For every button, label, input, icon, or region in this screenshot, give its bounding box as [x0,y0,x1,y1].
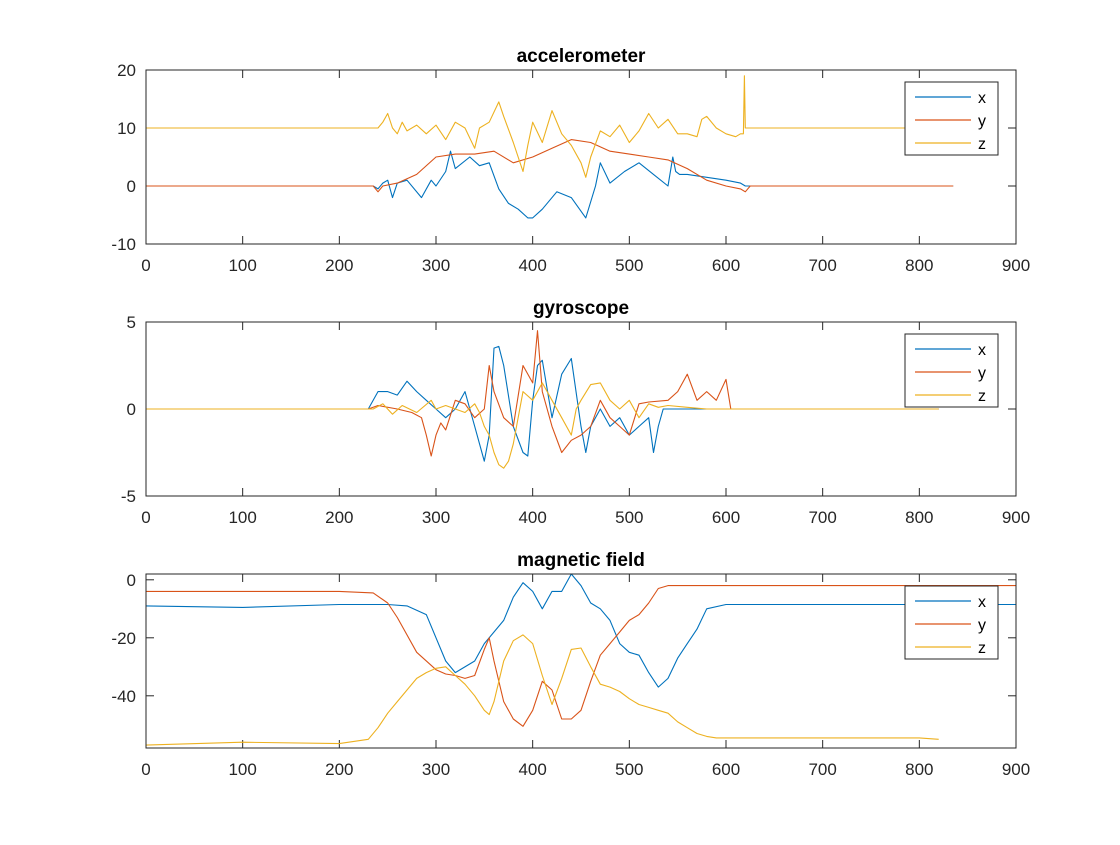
y-tick-label: 0 [127,177,136,196]
series-line-z [146,382,939,469]
legend-label-x: x [978,594,986,611]
legend-label-x: x [978,90,986,107]
x-tick-label: 900 [1002,760,1030,779]
x-tick-label: 0 [141,760,150,779]
legend: xyz [904,585,999,660]
x-tick-label: 600 [712,256,740,275]
x-tick-label: 100 [228,256,256,275]
x-tick-label: 0 [141,256,150,275]
x-tick-label: 800 [905,760,933,779]
x-tick-label: 200 [325,760,353,779]
x-tick-label: 500 [615,760,643,779]
x-tick-label: 900 [1002,256,1030,275]
x-tick-label: 900 [1002,508,1030,527]
y-tick-label: -10 [111,235,136,254]
plot-area [145,69,1017,245]
x-tick-label: 600 [712,508,740,527]
series-group [146,75,954,219]
legend-label-z: z [978,136,986,153]
legend-label-z: z [978,640,986,657]
x-tick-label: 500 [615,508,643,527]
series-line-x [146,574,1016,688]
series-line-x [146,150,954,219]
x-tick-label: 200 [325,508,353,527]
y-tick-label: -40 [111,687,136,706]
plot-border [145,573,1017,749]
x-tick-label: 700 [808,760,836,779]
y-tick-label: 20 [117,61,136,80]
series-line-y [146,330,939,457]
legend-label-x: x [978,342,986,359]
x-tick-label: 400 [518,760,546,779]
x-tick-label: 200 [325,256,353,275]
series-group [146,330,939,469]
chart-title: accelerometer [517,46,646,67]
plot-area [145,573,1017,749]
x-tick-label: 100 [228,508,256,527]
y-tick-label: 0 [127,400,136,419]
chart-panel-2: 0 100 200 300 400 500 600 700 800 900 -5 0 5 gyroscop… [121,298,1030,527]
plot-border [145,69,1017,245]
y-tick-label: -20 [111,629,136,648]
legend-label-y: y [978,113,986,130]
y-tick-label: 0 [127,571,136,590]
series-line-z [146,75,954,178]
x-tick-label: 100 [228,760,256,779]
y-tick-label: 5 [127,313,136,332]
x-tick-label: 300 [422,760,450,779]
x-tick-label: 800 [905,508,933,527]
chart-title: magnetic field [517,550,645,571]
series-line-y [146,139,954,193]
x-tick-label: 800 [905,256,933,275]
chart-panel-1: 0 100 200 300 400 500 600 700 800 900 -10 0 10 20 acce… [111,46,1030,275]
chart-panel-3: 0 100 200 300 400 500 600 700 800 900 -40 -20 0 magne… [111,550,1030,779]
y-tick-label: -5 [121,487,136,506]
chart-title: gyroscope [533,298,629,319]
legend-label-y: y [978,617,986,634]
plot-border [145,321,1017,497]
x-tick-label: 300 [422,508,450,527]
x-tick-label: 0 [141,508,150,527]
x-tick-label: 300 [422,256,450,275]
series-line-y [146,585,1016,727]
legend-label-z: z [978,388,986,405]
legend: xyz [904,333,999,408]
series-group [146,574,1016,746]
x-tick-label: 500 [615,256,643,275]
y-tick-label: 10 [117,119,136,138]
legend-label-y: y [978,365,986,382]
x-tick-label: 400 [518,256,546,275]
x-tick-label: 700 [808,256,836,275]
x-tick-label: 400 [518,508,546,527]
legend: xyz [904,81,999,156]
series-line-z [146,634,939,746]
x-tick-label: 700 [808,508,836,527]
x-tick-label: 600 [712,760,740,779]
